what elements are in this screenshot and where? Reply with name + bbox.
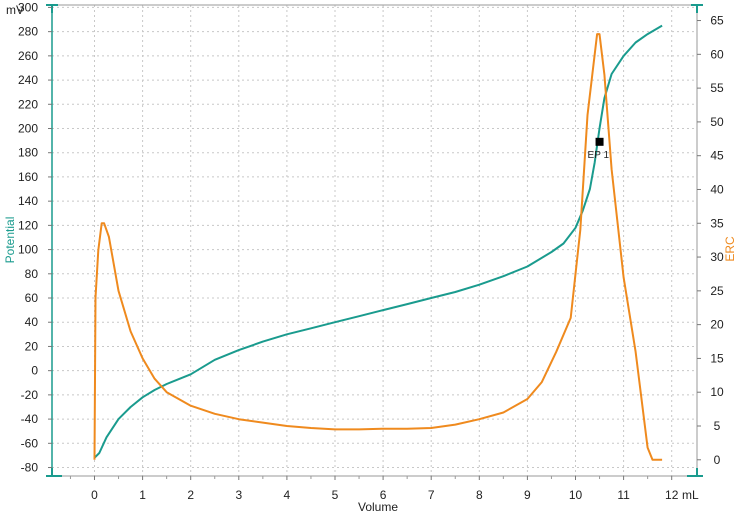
left-tick-label: 40	[25, 315, 39, 329]
left-tick-label: 20	[25, 339, 39, 353]
right-axis-cap-top	[691, 4, 703, 13]
left-tick-label: 100	[18, 243, 38, 257]
right-axis-tick-labels: 0 5 10 15 20 25 30 35 40 45 50 55 60 65	[697, 14, 724, 467]
right-tick-label: 50	[710, 115, 724, 129]
right-tick-label: 45	[710, 149, 724, 163]
left-tick-label: 300	[18, 0, 38, 14]
endpoint-marker	[595, 137, 604, 146]
x-tick-label: 3	[235, 488, 242, 502]
x-tick-label: 0	[91, 488, 98, 502]
left-tick-label: -40	[21, 412, 39, 426]
x-tick-label: 6	[380, 488, 387, 502]
left-axis-unit: mV	[6, 3, 24, 17]
left-tick-label: -80	[21, 461, 39, 475]
x-tick-label: 7	[428, 488, 435, 502]
right-tick-label: 25	[710, 284, 724, 298]
right-tick-label: 15	[710, 351, 724, 365]
plot-border	[51, 4, 698, 477]
x-axis-cap-right	[687, 468, 701, 477]
left-tick-label: 80	[25, 267, 39, 281]
left-tick-label: 160	[18, 170, 38, 184]
right-tick-label: 30	[710, 250, 724, 264]
left-tick-label: 140	[18, 194, 38, 208]
x-tick-label: 5	[332, 488, 339, 502]
right-tick-label: 60	[710, 47, 724, 61]
x-tick-label: 12	[665, 488, 679, 502]
left-tick-label: 0	[31, 364, 38, 378]
right-tick-label: 35	[710, 216, 724, 230]
left-tick-label: -60	[21, 436, 39, 450]
x-tick-label: 10	[569, 488, 583, 502]
left-axis-label: Potential	[3, 217, 17, 264]
series-lines	[93, 24, 663, 461]
right-axis-label: ERC	[723, 236, 737, 262]
right-tick-label: 10	[710, 385, 724, 399]
x-tick-label: 11	[617, 488, 630, 502]
right-tick-label: 20	[710, 318, 724, 332]
left-tick-label: 60	[25, 291, 39, 305]
right-tick-label: 5	[714, 419, 721, 433]
left-tick-label: 180	[18, 146, 38, 160]
series-line-potential	[93, 24, 663, 459]
x-tick-label: 4	[284, 488, 291, 502]
left-tick-label: -20	[21, 388, 39, 402]
plot-frame	[46, 4, 703, 477]
x-axis-unit: mL	[682, 488, 699, 502]
right-tick-label: 55	[710, 81, 724, 95]
x-tick-label: 2	[187, 488, 194, 502]
x-axis-tick-labels: 0 1 2 3 4 5 6 7 8 9 10 11 12	[69, 476, 679, 502]
x-axis-cap-left	[48, 468, 62, 477]
left-axis-tick-labels: -80 -60 -40 -20 0 20 40 60 80 100 120 140 160 180 200 2…	[18, 0, 52, 475]
left-tick-label: 260	[18, 49, 38, 63]
left-tick-label: 220	[18, 97, 38, 111]
left-tick-label: 240	[18, 73, 38, 87]
right-tick-label: 40	[710, 182, 724, 196]
x-tick-label: 9	[524, 488, 531, 502]
left-tick-label: 200	[18, 122, 38, 136]
left-axis-cap-top	[46, 4, 58, 13]
endpoint-label: EP 1	[588, 150, 610, 161]
x-axis-label: Volume	[358, 500, 398, 514]
x-tick-label: 1	[139, 488, 146, 502]
left-tick-label: 120	[18, 218, 38, 232]
right-tick-label: 65	[710, 14, 724, 28]
series-line-erc	[93, 33, 663, 461]
x-tick-label: 8	[476, 488, 483, 502]
grid	[52, 5, 697, 476]
right-tick-label: 0	[714, 453, 721, 467]
left-tick-label: 280	[18, 25, 38, 39]
annotations: EP 1	[588, 137, 610, 161]
